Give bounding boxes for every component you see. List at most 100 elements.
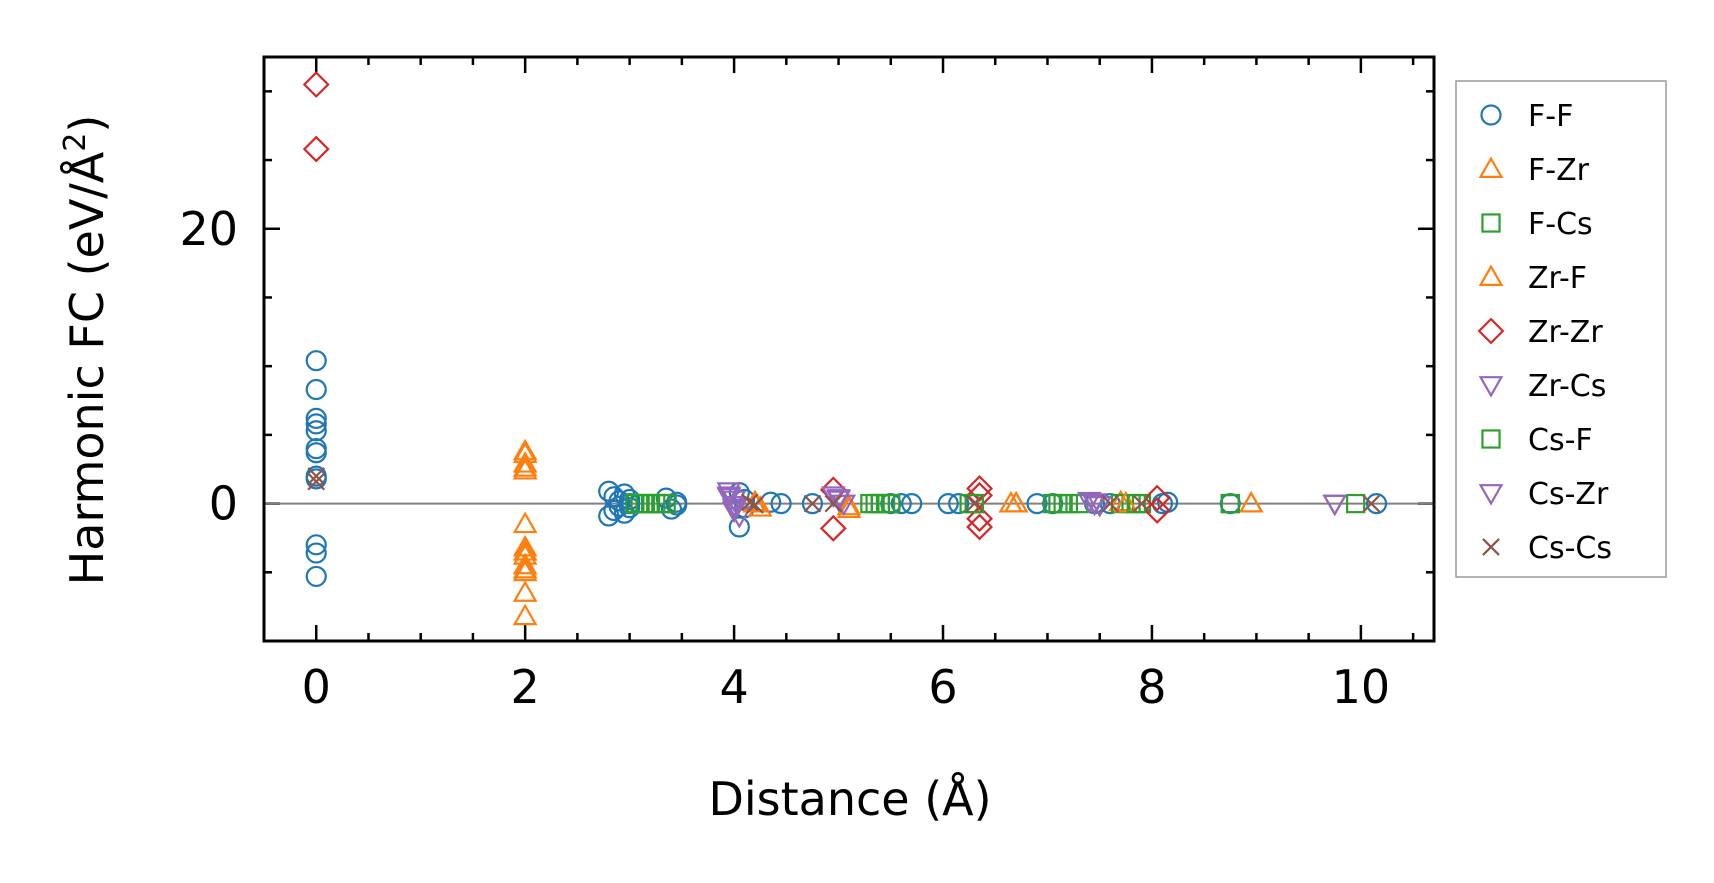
data-point [512,511,538,534]
data-point [1026,492,1048,515]
data-point [901,492,923,515]
data-point [305,420,327,442]
data-point [635,493,655,514]
data-point [660,498,683,520]
data-point [1082,493,1107,515]
data-point [1087,496,1113,518]
data-point [1238,490,1264,513]
series-cs-f [635,493,1240,514]
legend-label: Zr-Zr [1528,315,1603,350]
data-point [1101,494,1120,513]
x-tick-label: 6 [928,660,957,714]
y-axis-label-main: Harmonic FC (eV/Å [60,151,114,585]
data-point [307,467,326,485]
data-point [1322,494,1348,517]
y-axis-label: Harmonic FC (eV/Å2) [58,115,114,586]
data-point [1053,493,1073,514]
data-point [937,492,959,515]
data-point [1365,492,1388,515]
data-point [1362,494,1381,513]
y-tick-label: 0 [209,477,238,531]
data-point [803,494,822,513]
minor-ticks [262,57,1434,643]
data-point [305,565,327,588]
data-points [302,71,1388,626]
data-point [721,501,747,524]
legend-marker [1481,429,1501,449]
data-point [305,413,327,435]
data-point [870,493,890,514]
data-point [819,514,847,542]
data-point [1003,490,1029,513]
legend-item: F-Zr [1478,153,1590,188]
x-axis-label: Distance (Å) [708,772,991,826]
data-point [728,516,750,538]
data-point [1126,493,1146,514]
legend-item: Zr-Zr [1477,315,1603,350]
data-point [948,492,970,515]
legend-label: Cs-Cs [1528,531,1612,566]
data-point [512,552,538,575]
data-point [1322,494,1348,517]
data-point [1113,490,1139,513]
data-point [305,534,327,556]
data-point [512,603,538,626]
legend: F-F F-Zr F-Cs Zr-F Zr-Zr Zr-Cs Cs-F Cs-Zr Cs-Cs [1455,80,1667,578]
legend-item: F-F [1480,99,1573,134]
data-point [305,438,327,460]
legend-marker [1481,213,1501,233]
legend-label: Zr-F [1528,261,1587,296]
legend-item: Zr-Cs [1478,369,1606,404]
data-point [512,457,538,480]
data-point [512,559,538,582]
legend-marker [1478,376,1504,398]
data-point [302,71,330,98]
series-f-f [305,350,1388,588]
data-point [740,493,759,512]
y-axis-label-superscript: 2 [58,133,93,152]
data-point [305,407,327,429]
x-tick-label: 10 [1332,660,1391,714]
data-point [1143,484,1171,512]
y-axis-label-close: ) [60,115,114,133]
data-point [890,492,912,515]
legend-label: F-F [1528,99,1573,134]
data-point [836,496,862,519]
data-point [1143,497,1171,524]
data-point [824,494,843,513]
series-f-zr [512,438,1264,626]
data-point [716,487,742,510]
plot-frame [262,55,1436,643]
legend-marker [1478,156,1504,178]
legend-marker [1478,484,1504,506]
data-point [966,513,994,541]
data-point [512,455,538,477]
major-ticks [264,57,1434,641]
legend-item: Zr-F [1478,261,1587,296]
series-cs-cs [307,467,1381,514]
data-point [305,442,327,464]
data-point [831,494,857,517]
data-point [1132,494,1151,513]
legend-marker [1477,317,1505,345]
data-point [1220,493,1240,514]
data-point [966,475,994,502]
series-cs-zr [716,487,1348,521]
data-point [305,350,327,372]
data-point [651,493,671,514]
tick-labels: 0 2 4 6 8 10 0 20 [179,202,1390,714]
data-point [512,580,538,602]
legend-label: Cs-F [1528,423,1593,458]
data-point [826,489,851,511]
legend-label: F-Zr [1528,153,1590,188]
data-point [721,498,747,521]
data-point [305,542,327,564]
legend-marker [1482,538,1500,556]
x-tick-label: 8 [1137,660,1166,714]
legend-label: Zr-Cs [1528,369,1606,404]
legend-frame [1455,80,1667,578]
data-point [966,505,994,533]
data-point [608,490,630,512]
data-point [1346,493,1366,514]
